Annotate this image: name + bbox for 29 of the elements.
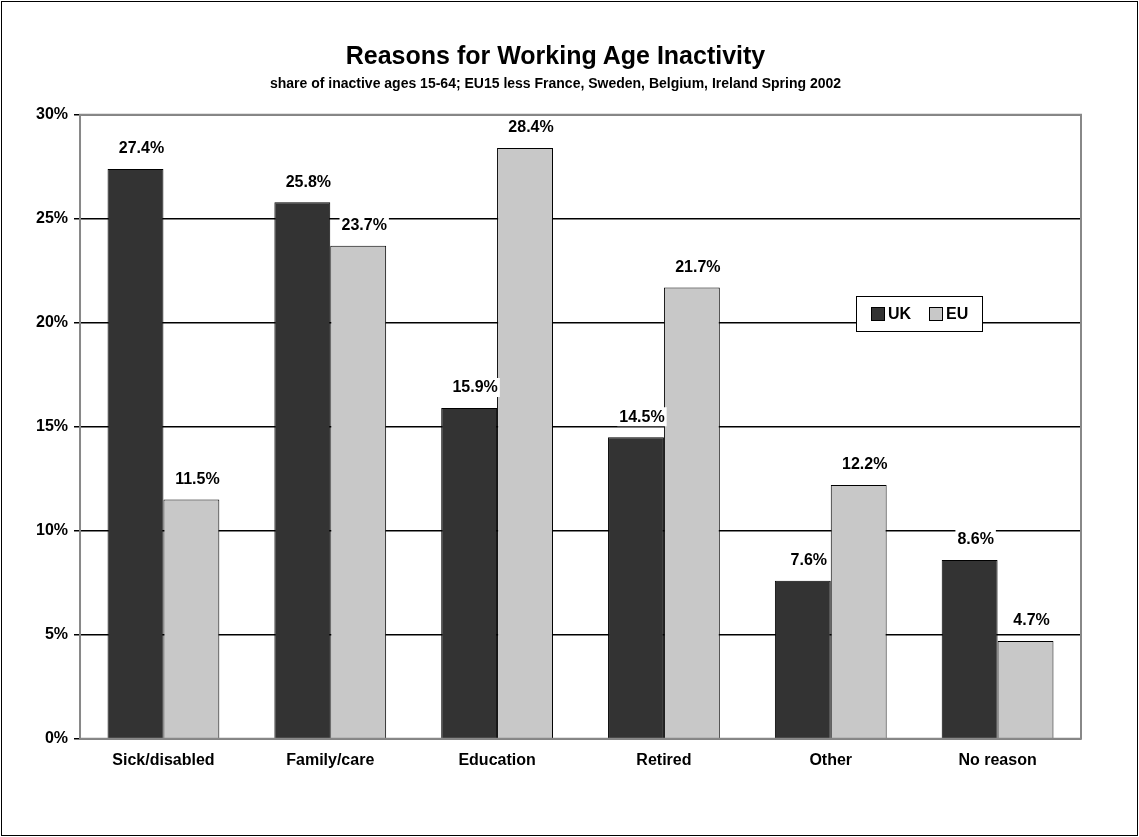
y-tick-label: 5% xyxy=(44,625,69,643)
y-tick-label: 0% xyxy=(44,729,69,747)
y-tick-label: 10% xyxy=(35,521,69,539)
data-label: 23.7% xyxy=(341,216,387,234)
y-tick-label: 20% xyxy=(35,313,69,331)
x-tick-label: Family/care xyxy=(286,750,375,768)
data-label: 12.2% xyxy=(842,455,888,473)
data-label: 4.7% xyxy=(1013,611,1050,629)
x-tick-label: Retired xyxy=(636,750,692,768)
data-label: 25.8% xyxy=(285,172,332,190)
x-tick-label: Other xyxy=(809,750,853,768)
data-label: 21.7% xyxy=(675,257,721,275)
data-label: 8.6% xyxy=(957,530,994,548)
x-tick-label: Education xyxy=(458,750,536,768)
data-label: 28.4% xyxy=(508,118,554,136)
data-label: 15.9% xyxy=(452,378,498,396)
data-label: 11.5% xyxy=(175,470,220,488)
x-tick-label: Sick/disabled xyxy=(112,750,215,768)
data-label: 7.6% xyxy=(790,551,828,569)
y-tick-label: 25% xyxy=(35,209,69,227)
y-tick-label: 15% xyxy=(35,417,69,435)
y-tick-label: 30% xyxy=(35,105,69,123)
data-label: 27.4% xyxy=(118,139,165,157)
data-label: 14.5% xyxy=(619,407,665,425)
chart-title: Reasons for Working Age Inactivity xyxy=(345,40,766,69)
x-tick-label: No reason xyxy=(958,750,1037,768)
legend-label: UK xyxy=(888,304,912,323)
chart-subtitle: share of inactive ages 15-64; EU15 less France, Sweden, Belgium, Ireland Spring 2002 xyxy=(269,75,842,92)
legend-label: EU xyxy=(946,304,969,323)
